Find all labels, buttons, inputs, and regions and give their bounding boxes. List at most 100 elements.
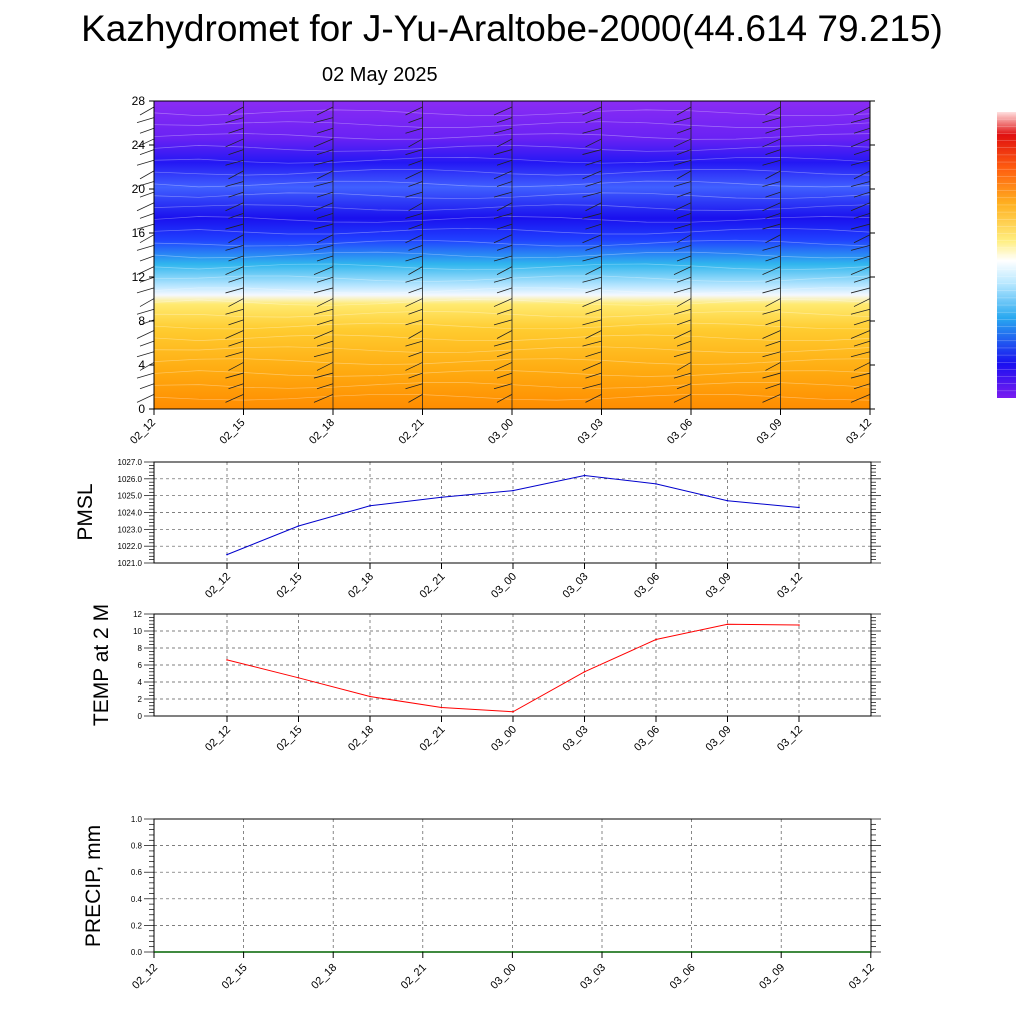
wind-barb (316, 170, 334, 180)
wind-barb (316, 127, 334, 134)
wind-barb (765, 276, 781, 283)
wind-barb (316, 319, 334, 326)
wind-barb (493, 213, 513, 219)
wind-barb (405, 298, 423, 307)
wind-barb (585, 159, 602, 166)
wind-barb (673, 308, 692, 315)
wind-barb (493, 106, 513, 116)
wind-barb (228, 298, 244, 307)
wind-barb (228, 191, 244, 198)
y-tick-label: 1.0 (131, 815, 143, 824)
wind-barb (225, 181, 244, 187)
temp-point (655, 638, 657, 641)
y-tick-label: 4 (138, 678, 143, 687)
wind-barb (136, 351, 155, 358)
wind-barb (493, 298, 513, 307)
x-tick-label: 03_00 (488, 962, 518, 992)
wind-barb (225, 266, 244, 276)
x-tick-label: 02_18 (309, 962, 339, 992)
cross-section-panel: 0 4 8 12 16 20 24 28 02_12 02_15 02_18 02_21 03_00 03… (128, 94, 875, 447)
wind-barb (408, 117, 423, 124)
y-tick-label: 24 (132, 138, 146, 152)
wind-barb (762, 244, 781, 251)
wind-barb (493, 362, 513, 371)
x-tick-label: 03_03 (578, 962, 608, 992)
wind-barb (316, 255, 334, 262)
wind-barb (316, 234, 334, 244)
y-tick-label: 1027.0 (118, 458, 143, 467)
wind-barb (313, 330, 334, 339)
wind-barb (493, 383, 513, 390)
wind-barb (762, 330, 781, 339)
wind-barb (316, 213, 334, 219)
wind-barb (408, 244, 423, 251)
wind-barb (313, 372, 334, 379)
wind-barb (405, 276, 423, 283)
temp-point (512, 710, 514, 713)
wind-barb (136, 244, 155, 251)
y-tick-label: 1024.0 (118, 509, 143, 518)
wind-barb (408, 308, 423, 315)
wind-barb (582, 298, 602, 307)
wind-barb (225, 159, 244, 166)
wind-barb-column (762, 101, 781, 409)
y-tick-label: 12 (133, 610, 142, 619)
wind-barb (316, 191, 334, 198)
y-tick-label: 16 (132, 226, 146, 240)
wind-barb (225, 372, 244, 379)
wind-barb (582, 149, 602, 155)
wind-barb (762, 308, 781, 315)
wind-barb (850, 308, 871, 315)
wind-barb (136, 266, 155, 276)
wind-barb (139, 213, 155, 219)
wind-barb (765, 383, 781, 390)
wind-barb (585, 223, 602, 230)
x-tick-label: 02_21 (397, 417, 427, 447)
wind-barb-column (405, 101, 423, 409)
wind-barb (853, 149, 871, 155)
wind-barb (582, 362, 602, 371)
wind-barb (228, 149, 244, 155)
wind-barb (676, 213, 692, 219)
wind-barb (853, 234, 871, 244)
wind-barb (496, 244, 513, 251)
wind-barb (136, 372, 155, 379)
wind-barb (765, 362, 781, 371)
wind-barb (225, 117, 244, 124)
x-tick-label: 03_06 (632, 571, 662, 601)
wind-barb (405, 170, 423, 180)
colorbar (997, 112, 1016, 398)
wind-barb (228, 276, 244, 283)
wind-barb (225, 223, 244, 230)
wind-barb (582, 127, 602, 134)
wind-barb (493, 276, 513, 283)
wind-barb (582, 340, 602, 347)
wind-barb (676, 149, 692, 155)
y-tick-label: 2 (138, 695, 143, 704)
wind-barb (313, 351, 334, 358)
wind-barb (673, 138, 692, 148)
wind-barb (408, 351, 423, 358)
wind-barb (316, 340, 334, 347)
wind-barb (408, 223, 423, 230)
wind-barb (765, 234, 781, 244)
wind-barb (408, 266, 423, 275)
wind-barb (853, 255, 871, 262)
y-tick-label: 8 (138, 314, 145, 328)
x-tick-label: 03_12 (844, 417, 874, 447)
wind-barb (136, 330, 155, 339)
temp-point (226, 659, 228, 661)
x-tick-label: 03_00 (489, 571, 519, 601)
pmsl-point (226, 553, 228, 556)
x-tick-label: 02_21 (418, 724, 448, 754)
wind-barb (762, 117, 781, 124)
wind-barb (676, 362, 692, 371)
wind-barb (139, 191, 155, 198)
x-tick-label: 02_12 (130, 962, 160, 992)
wind-barb (493, 234, 513, 244)
wind-barb (853, 170, 871, 180)
wind-barb (496, 202, 513, 212)
wind-barb (496, 372, 513, 379)
wind-barb (765, 149, 781, 155)
wind-barb (313, 244, 334, 251)
